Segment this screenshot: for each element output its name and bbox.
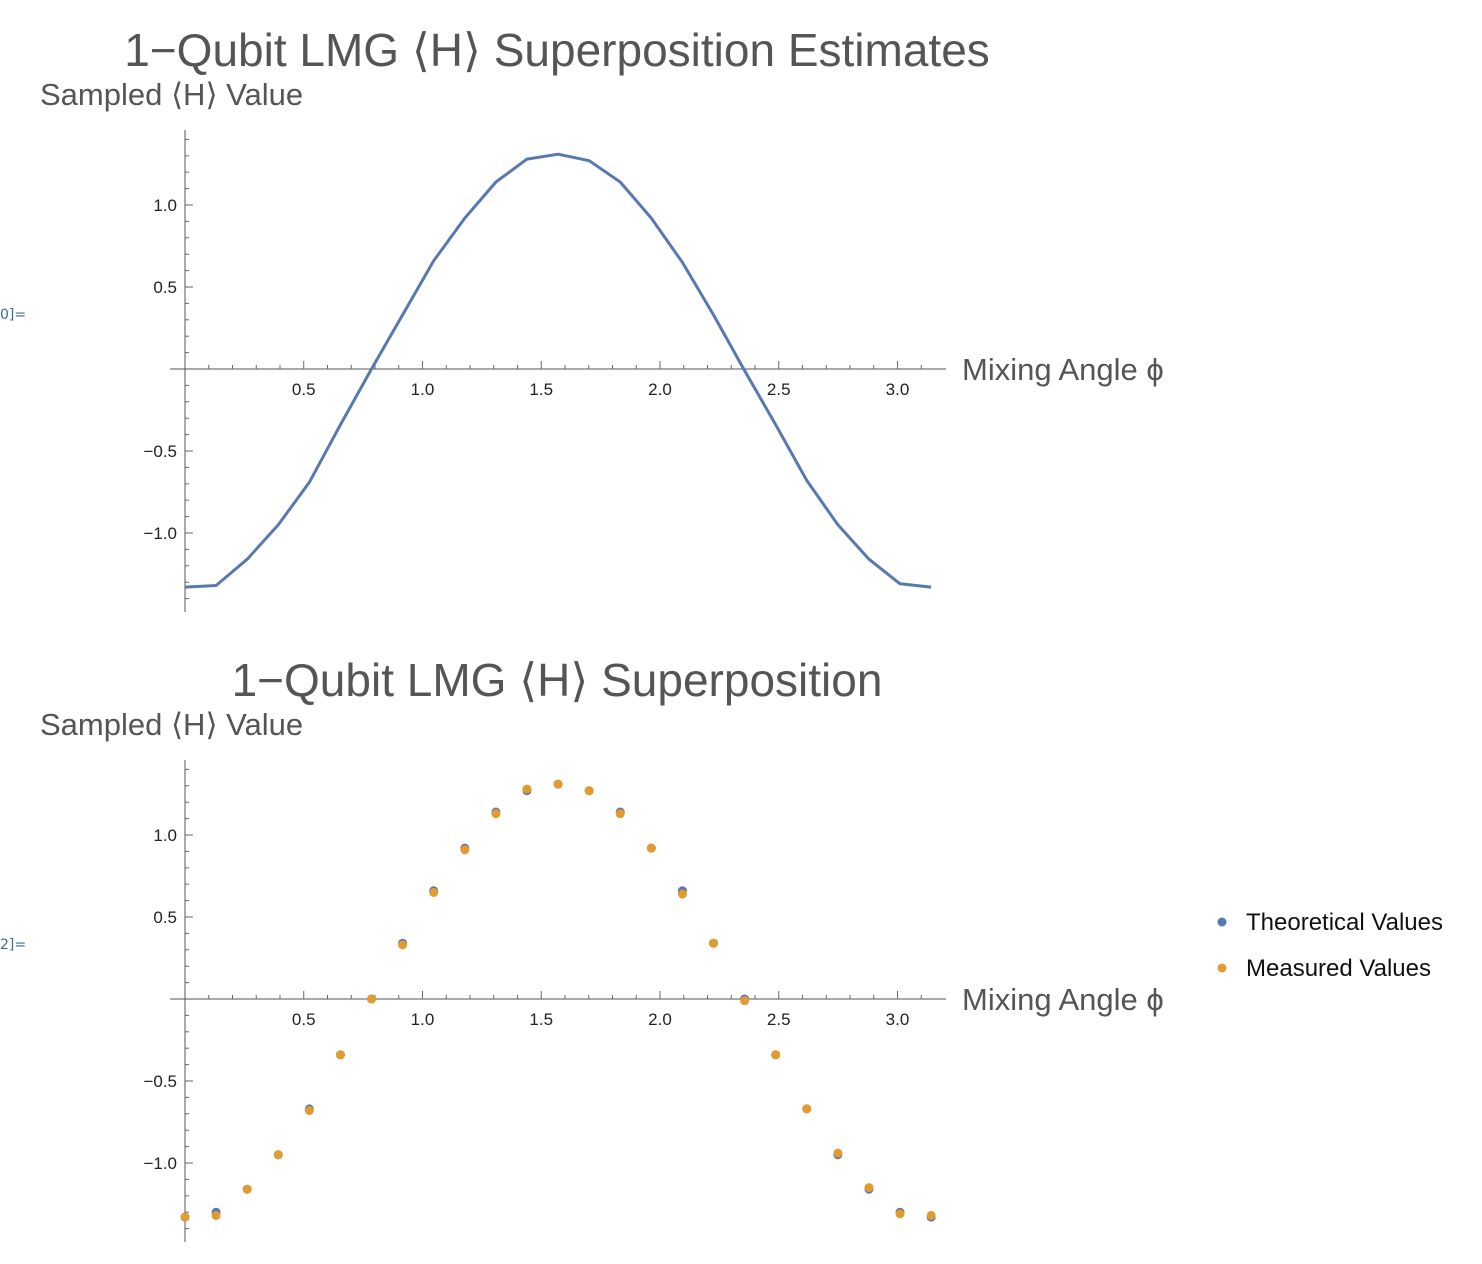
data-point bbox=[833, 1148, 843, 1158]
x-tick-label: 1.0 bbox=[411, 380, 435, 399]
data-point bbox=[615, 809, 625, 819]
data-point bbox=[335, 1050, 345, 1060]
legend-label: Theoretical Values bbox=[1246, 909, 1443, 936]
series-measured bbox=[180, 779, 936, 1222]
data-point bbox=[491, 809, 501, 819]
x-axis-label: Mixing Angle ϕ bbox=[962, 982, 1164, 1017]
data-point bbox=[242, 1184, 252, 1194]
chart-1: 1−Qubit LMG ⟨H⟩ Superposition EstimatesS… bbox=[40, 24, 1164, 612]
data-point bbox=[367, 994, 377, 1004]
y-tick-label: 1.0 bbox=[153, 196, 177, 215]
y-tick-label: −1.0 bbox=[143, 524, 177, 543]
x-axis-label: Mixing Angle ϕ bbox=[962, 352, 1164, 387]
y-tick-label: 0.5 bbox=[153, 908, 177, 927]
data-point bbox=[460, 845, 470, 855]
data-point bbox=[646, 843, 656, 853]
data-point bbox=[895, 1209, 905, 1219]
data-point bbox=[709, 938, 719, 948]
data-point bbox=[429, 887, 439, 897]
x-tick-label: 0.5 bbox=[292, 380, 316, 399]
legend: Theoretical Values Measured Values bbox=[1217, 909, 1443, 982]
data-point bbox=[771, 1050, 781, 1060]
data-point bbox=[802, 1104, 812, 1114]
data-point bbox=[864, 1183, 874, 1193]
chart-title: 1−Qubit LMG ⟨H⟩ Superposition bbox=[232, 654, 883, 706]
data-point bbox=[180, 1212, 190, 1222]
data-point bbox=[740, 996, 750, 1006]
y-axis-label: Sampled ⟨H⟩ Value bbox=[40, 77, 303, 112]
x-tick-label: 1.0 bbox=[411, 1010, 435, 1029]
y-tick-label: 1.0 bbox=[153, 826, 177, 845]
data-point bbox=[304, 1106, 314, 1116]
x-tick-label: 2.0 bbox=[648, 380, 672, 399]
data-point bbox=[522, 784, 532, 794]
cell-output-label-1: 0]= bbox=[0, 307, 27, 323]
x-tick-label: 1.5 bbox=[529, 380, 553, 399]
y-tick-label: 0.5 bbox=[153, 278, 177, 297]
data-point bbox=[584, 786, 594, 796]
x-tick-label: 2.5 bbox=[767, 380, 791, 399]
data-point bbox=[398, 940, 408, 950]
series-line bbox=[184, 152, 932, 589]
y-tick-label: −0.5 bbox=[143, 1072, 177, 1091]
chart-title: 1−Qubit LMG ⟨H⟩ Superposition Estimates bbox=[124, 24, 990, 76]
y-tick-label: −1.0 bbox=[143, 1154, 177, 1173]
x-tick-label: 3.0 bbox=[886, 1010, 910, 1029]
legend-marker bbox=[1217, 963, 1227, 973]
data-point bbox=[677, 889, 687, 899]
x-tick-label: 3.0 bbox=[886, 380, 910, 399]
cell-output-label-2: 2]= bbox=[0, 937, 27, 953]
y-tick-label: −0.5 bbox=[143, 442, 177, 461]
series-theoretical bbox=[180, 779, 936, 1222]
x-tick-label: 2.5 bbox=[767, 1010, 791, 1029]
data-point bbox=[926, 1210, 936, 1220]
legend-marker bbox=[1217, 917, 1227, 927]
data-point bbox=[273, 1150, 283, 1160]
x-tick-label: 0.5 bbox=[292, 1010, 316, 1029]
data-point bbox=[553, 779, 563, 789]
legend-label: Measured Values bbox=[1246, 955, 1431, 982]
y-axis-label: Sampled ⟨H⟩ Value bbox=[40, 707, 303, 742]
x-tick-label: 1.5 bbox=[529, 1010, 553, 1029]
data-point bbox=[211, 1210, 221, 1220]
x-tick-label: 2.0 bbox=[648, 1010, 672, 1029]
